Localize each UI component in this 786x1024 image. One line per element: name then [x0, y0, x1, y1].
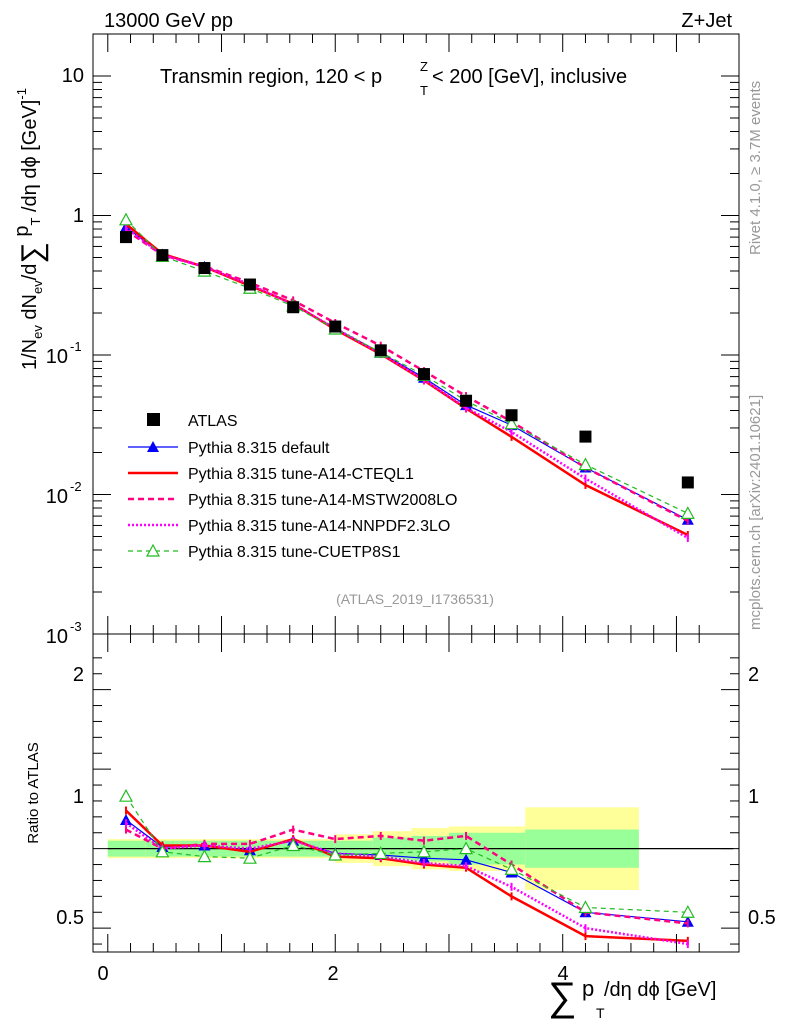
main-series-5-point: [118, 212, 133, 226]
x-tick-labels: 0 2 4: [97, 963, 568, 985]
ratio-series-3-line: [125, 828, 688, 925]
main-series-5-point: [680, 506, 695, 519]
ylabel-sub-ev2: ev: [30, 280, 45, 294]
ratio-series-1-point: [460, 853, 473, 865]
analysis-id: (ATLAS_2019_I1736531): [336, 591, 494, 607]
legend-label-cteql1: Pythia 8.315 tune-A14-CTEQL1: [188, 466, 414, 483]
rtick-2-right: 2: [748, 664, 759, 686]
ylabel-sup: -1: [14, 88, 29, 100]
ratio-series-5-point: [373, 846, 388, 860]
mcplots-label: mcplots.cern.ch [arXiv:2401.10621]: [747, 395, 764, 630]
atlas-data-point: [579, 430, 592, 443]
ylabel-1n: 1/N: [19, 339, 41, 370]
ratio-series-5-line: [125, 795, 688, 913]
xtick-2: 2: [327, 963, 338, 985]
rtick-05-left: 0.5: [56, 907, 84, 929]
xlabel-sigma: ∑: [548, 975, 577, 1019]
atlas-data-point: [243, 278, 256, 291]
svg-text:Transmin region, 120 < p: Transmin region, 120 < p: [160, 66, 382, 88]
ratio-y-tick-labels: 2 1 0.5 2 1 0.5: [56, 664, 776, 929]
atlas-data-point: [156, 249, 169, 262]
ratio-series-5-point: [504, 862, 519, 875]
legend: ATLAS Pythia 8.315 default Pythia 8.315 …: [128, 413, 457, 561]
rtick-05-right: 0.5: [748, 907, 776, 929]
ytick-1: 1: [73, 205, 84, 227]
title-end: < 200 [GeV], inclusive: [432, 66, 627, 88]
main-series-5-point: [504, 416, 519, 430]
atlas-data-point: [681, 476, 694, 489]
ylabel-sigma: ∑: [16, 242, 49, 263]
ratio-series-5-point: [578, 900, 593, 914]
ratio-series-5-point: [118, 788, 133, 802]
atlas-data-point: [505, 409, 518, 422]
atlas-data-point: [329, 320, 342, 333]
atlas-data-point: [119, 231, 132, 244]
process-label: Z+Jet: [681, 10, 732, 32]
ratio-series-5-point: [416, 844, 431, 858]
ytick-1e-1: 10: [46, 346, 68, 368]
legend-marker-atlas: [147, 413, 160, 426]
y-axis-label-ratio: Ratio to ATLAS: [25, 742, 42, 843]
ylabel-end: /dη dϕ [GeV]: [19, 100, 41, 218]
xlabel-end: /dη dϕ [GeV]: [604, 979, 716, 1001]
ylabel-dn: dN: [19, 294, 41, 325]
ytick-1e-3: 10: [46, 626, 68, 648]
rtick-1-left: 1: [73, 786, 84, 808]
ytick-1e-2: 10: [46, 486, 68, 508]
ytick-1e-3-exp: -3: [70, 619, 82, 634]
x-axis-label: ∑ p T /dη dϕ [GeV]: [548, 975, 716, 1021]
title-sup: Z: [420, 59, 428, 74]
main-series-4-line: [125, 227, 689, 540]
main-series-5-line: [125, 219, 689, 514]
svg-text:1/Nev dNev/d∑ pT /dη dϕ [GeV]: 1/Nev dNev/d∑ pT /dη dϕ [GeV]-1: [11, 88, 49, 370]
legend-label-mstw: Pythia 8.315 tune-A14-MSTW2008LO: [188, 492, 457, 509]
ratio-series-5-point: [197, 849, 212, 863]
xlabel-p: p: [582, 976, 594, 1001]
ratio-series-5-point: [459, 841, 474, 855]
legend-label-nnpdf: Pythia 8.315 tune-A14-NNPDF2.3LO: [188, 518, 450, 535]
legend-label-default: Pythia 8.315 default: [188, 440, 330, 457]
ylabel-d: /d: [19, 264, 41, 281]
ratio-series-5-point: [155, 844, 170, 858]
xtick-4: 4: [557, 963, 568, 985]
atlas-data-point: [198, 262, 211, 275]
atlas-data-point: [417, 368, 430, 381]
atlas-data-point: [460, 394, 473, 407]
ytick-1e-1-exp: -1: [70, 339, 82, 354]
ratio-series-2-line: [125, 809, 688, 943]
xtick-0: 0: [97, 963, 108, 985]
ylabel-sub-t: T: [28, 218, 43, 226]
xlabel-sub: T: [596, 1005, 605, 1021]
atlas-data-point: [374, 344, 387, 357]
ytick-1e-2-exp: -2: [70, 479, 82, 494]
main-series-5-point: [578, 457, 593, 471]
y-axis-label-main: 1/Nev dNev/d∑ pT /dη dϕ [GeV]-1: [11, 88, 49, 370]
ytick-10: 10: [62, 65, 84, 87]
ratio-plot-frame: [92, 633, 740, 953]
title-part1: Transmin region, 120 < p: [160, 66, 382, 88]
ylabel-sub-ev: ev: [30, 325, 45, 339]
rtick-1-right: 1: [748, 786, 759, 808]
main-y-tick-labels: 10 1 10 -1 10 -2 10 -3: [46, 65, 84, 648]
ratio-series-1-point: [417, 852, 430, 864]
energy-label: 13000 GeV pp: [104, 10, 233, 32]
ratio-series-5-point: [328, 847, 343, 861]
atlas-data-point: [287, 301, 300, 314]
plot-title: Transmin region, 120 < p Z T < 200 [GeV]…: [160, 59, 627, 98]
legend-marker-default: [147, 441, 159, 452]
ylabel-p: p: [11, 226, 33, 243]
legend-marker-cuetp8s1: [145, 543, 161, 557]
rtick-2-left: 2: [73, 664, 84, 686]
title-sub: T: [420, 83, 428, 98]
legend-label-cuetp8s1: Pythia 8.315 tune-CUETP8S1: [188, 544, 401, 561]
ratio-series-5-point: [286, 838, 301, 852]
ratio-series-5-point: [242, 850, 257, 864]
legend-label-atlas: ATLAS: [188, 413, 238, 430]
ratio-series-5-point: [680, 904, 695, 918]
rivet-label: Rivet 4.1.0, ≥ 3.7M events: [747, 81, 764, 255]
